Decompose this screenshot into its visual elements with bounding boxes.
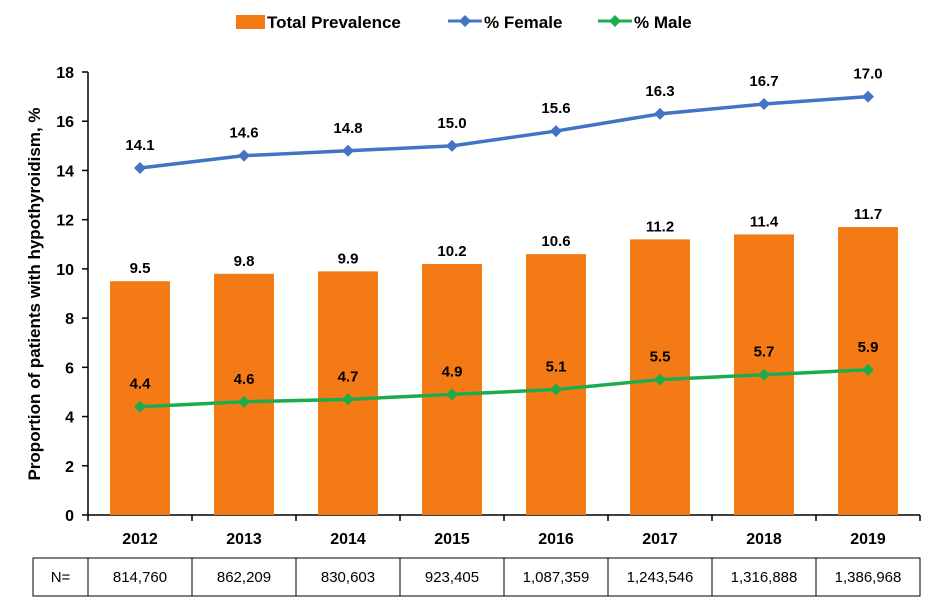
n-table-cell: 1,087,359 [523,569,590,586]
n-table-cell: 1,386,968 [835,569,902,586]
data-label-male: 4.9 [442,363,463,380]
data-label-male: 5.9 [858,339,879,356]
legend-label-female: % Female [484,13,562,32]
data-label-male: 4.7 [338,368,359,385]
x-tick-label: 2012 [122,531,158,548]
n-table-cell: 830,603 [321,569,375,586]
bar-data-label: 11.2 [646,218,674,235]
data-label-male: 5.7 [754,344,775,361]
bar-data-label: 11.4 [750,213,779,230]
y-tick-label: 14 [56,163,74,180]
n-table-border [32,557,921,597]
marker-male [550,383,562,396]
data-label-female: 14.8 [333,120,362,137]
bar-total-prevalence [110,281,170,515]
marker-male [654,373,666,386]
data-label-male: 4.6 [234,371,255,388]
x-tick-label: 2015 [434,531,470,548]
x-tick-label: 2018 [746,531,782,548]
n-table-cell: 1,316,888 [731,569,798,586]
data-label-female: 15.0 [437,115,466,132]
y-tick-label: 0 [65,508,74,525]
data-label-female: 16.7 [749,73,778,90]
data-label-female: 15.6 [541,100,570,117]
legend-label-total-prevalence: Total Prevalence [267,13,401,32]
y-tick-label: 2 [65,459,74,476]
legend: Total Prevalence % Female % Male [236,13,692,32]
bar-data-label: 9.9 [338,250,359,267]
data-label-female: 14.1 [125,137,154,154]
legend-marker-female [459,15,471,27]
n-table-label: N= [51,569,71,586]
legend-label-male: % Male [634,13,692,32]
y-tick-label: 18 [56,65,74,82]
legend-swatch-total-prevalence [236,15,265,29]
data-label-male: 5.5 [650,349,671,366]
marker-female [654,107,666,120]
line-male [139,368,869,409]
data-label-male: 5.1 [546,358,567,375]
y-tick-label: 6 [65,360,74,377]
bar-total-prevalence [214,273,274,515]
marker-male [238,395,250,408]
n-table-cell: 814,760 [113,569,167,586]
plot-area: 0 2 4 6 8 10 12 14 16 18 2012 2013 2014 2015 2016 2017 2… [56,65,921,548]
x-tick-label: 2014 [330,531,366,548]
data-label-female: 14.6 [229,125,258,142]
marker-female [342,144,354,157]
y-tick-label: 4 [65,410,74,427]
data-label-male: 4.4 [130,376,152,393]
x-tick-label: 2019 [850,531,886,548]
y-tick-label: 12 [56,213,74,230]
bar-data-label: 10.2 [437,243,466,260]
n-table-cell: 1,243,546 [627,569,694,586]
n-table-cell: 862,209 [217,569,271,586]
legend-marker-male [609,15,621,27]
marker-female [550,125,562,138]
bar-total-prevalence [318,271,378,515]
bar-data-label: 11.7 [854,206,882,223]
line-female [139,94,869,170]
marker-male [134,400,146,413]
marker-female [134,161,146,174]
y-tick-label: 8 [65,311,74,328]
bar-data-label: 9.8 [234,253,255,270]
marker-male [342,393,354,406]
bar-data-label: 9.5 [130,260,151,277]
x-tick-label: 2016 [538,531,574,548]
y-tick-label: 10 [56,262,74,279]
y-axis-title: Proportion of patients with hypothyroidi… [25,107,44,480]
marker-female [446,139,458,152]
data-label-female: 16.3 [645,83,674,100]
x-tick-label: 2013 [226,531,262,548]
y-tick-label: 16 [56,114,74,131]
marker-male [446,388,458,401]
marker-male [758,368,770,381]
n-table: N= 814,760 862,209 830,603 923,405 1,087,359 1… [32,557,921,597]
n-table-cell: 923,405 [425,569,479,586]
x-tick-label: 2017 [642,531,678,548]
marker-female [238,149,250,162]
bar-data-label: 10.6 [541,233,570,250]
marker-female [758,97,770,110]
marker-male [862,363,874,376]
data-label-female: 17.0 [853,66,882,83]
marker-female [862,90,874,103]
